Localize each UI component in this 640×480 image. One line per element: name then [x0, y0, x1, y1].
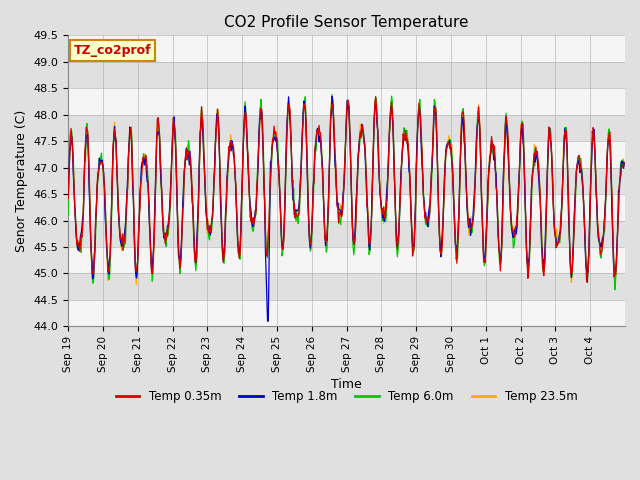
Bar — [68, 141, 625, 168]
Bar — [68, 88, 625, 115]
Bar — [68, 300, 625, 326]
Bar — [68, 274, 625, 300]
Bar — [68, 62, 625, 88]
Bar — [68, 36, 625, 62]
Legend: Temp 0.35m, Temp 1.8m, Temp 6.0m, Temp 23.5m: Temp 0.35m, Temp 1.8m, Temp 6.0m, Temp 2… — [111, 385, 582, 408]
Text: TZ_co2prof: TZ_co2prof — [74, 44, 151, 57]
X-axis label: Time: Time — [332, 378, 362, 391]
Bar — [68, 247, 625, 274]
Bar — [68, 168, 625, 194]
Y-axis label: Senor Temperature (C): Senor Temperature (C) — [15, 110, 28, 252]
Bar — [68, 194, 625, 221]
Bar — [68, 115, 625, 141]
Bar — [68, 221, 625, 247]
Title: CO2 Profile Sensor Temperature: CO2 Profile Sensor Temperature — [225, 15, 469, 30]
